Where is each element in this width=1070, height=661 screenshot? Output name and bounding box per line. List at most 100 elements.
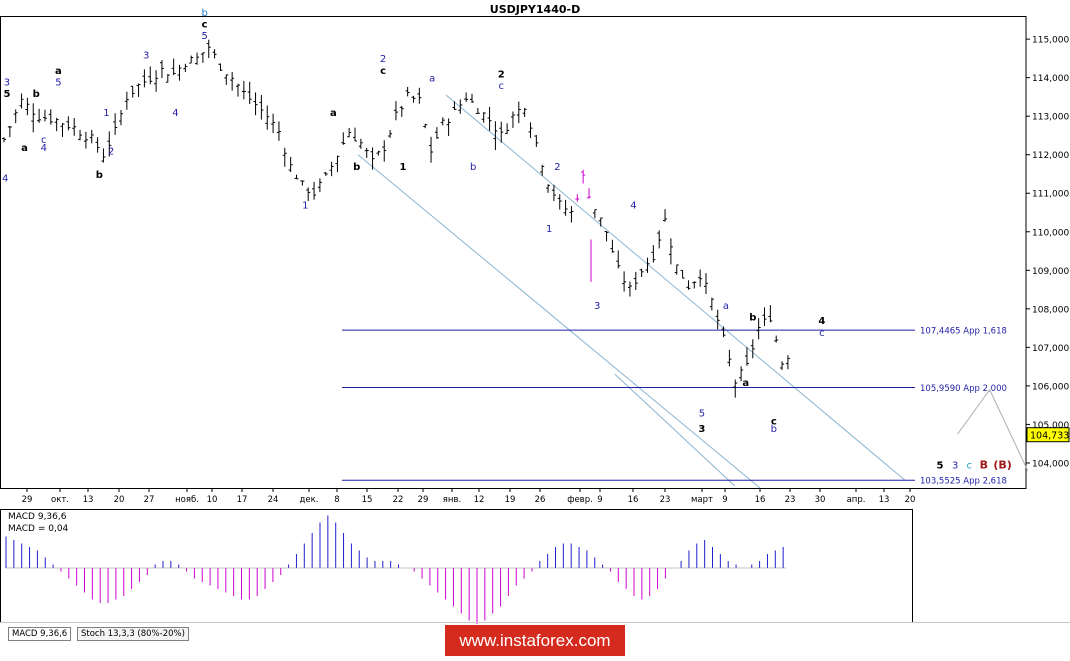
wave-label: c <box>771 416 777 427</box>
wave-label: c <box>967 461 973 472</box>
wave-label: a <box>742 378 749 389</box>
wave-label: c <box>380 66 386 77</box>
date-tick-label: 19 <box>505 495 516 505</box>
price-axis: 104,000 105,000 106,000 107,000 108,000 109,0… <box>1026 36 1069 469</box>
price-tick-label: 111,000 <box>1032 190 1069 200</box>
date-tick-label: апр. <box>847 495 866 505</box>
date-tick-label: янв. <box>443 495 461 505</box>
wave-label: 4 <box>41 143 47 154</box>
date-tick-label: февр. <box>567 495 593 505</box>
macd-value-label: MACD = 0,04 <box>8 524 69 534</box>
wave-label: c <box>499 81 505 92</box>
date-tick-label: 16 <box>755 495 766 505</box>
main-plot-frame <box>0 16 1027 489</box>
wave-label: b <box>771 424 777 435</box>
wave-label: 2 <box>554 162 560 173</box>
date-tick-label: 10 <box>207 495 218 505</box>
price-tick-label: 110,000 <box>1032 228 1069 238</box>
macd-params-label: MACD 9,36,6 <box>8 512 67 522</box>
wave-label: 1 <box>103 108 109 119</box>
wave-label: b <box>201 8 207 19</box>
date-tick-label: 12 <box>474 495 485 505</box>
date-tick-label: 15 <box>362 495 373 505</box>
wave-label: 5 <box>699 409 705 420</box>
price-tick-label: 106,000 <box>1032 382 1069 392</box>
date-tick-label: 17 <box>237 495 248 505</box>
date-tick-label: 29 <box>418 495 429 505</box>
date-tick-label: 24 <box>268 495 279 505</box>
wave-label: a <box>723 301 729 312</box>
channel-upper-line <box>445 94 906 481</box>
wave-label: 2 <box>498 70 505 81</box>
wave-label: 4 <box>818 316 825 327</box>
wave-label: c <box>819 328 825 339</box>
wave-label: 4 <box>2 174 8 185</box>
trend-channel <box>357 94 906 489</box>
date-tick-label: нояб. <box>175 495 199 505</box>
wave-label: b <box>96 170 103 181</box>
date-tick-label: 20 <box>114 495 125 505</box>
date-tick-label: 8 <box>334 495 339 505</box>
wave-label: b <box>749 312 756 323</box>
chart-title: USDJPY1440-D <box>490 3 580 16</box>
wave-label: 1 <box>399 162 406 173</box>
current-price-box <box>1026 427 1070 443</box>
wave-label: 3 <box>952 461 958 472</box>
date-tick-label: 13 <box>83 495 94 505</box>
wave-label: 3 <box>594 301 600 312</box>
date-tick-label: 27 <box>144 495 155 505</box>
fib-level-label: 105,9590 App 2,000 <box>920 384 1007 394</box>
date-tick-label: 20 <box>905 495 916 505</box>
price-tick-label: 108,000 <box>1032 305 1069 315</box>
price-bars <box>2 39 790 398</box>
wave-label: 2 <box>108 147 114 158</box>
wave-label: (B) <box>993 459 1011 472</box>
wave-label: b <box>33 89 40 100</box>
date-tick-label: 22 <box>393 495 404 505</box>
wave-label: 5 <box>201 31 207 42</box>
date-tick-label: 23 <box>660 495 671 505</box>
wave-label: b <box>470 162 476 173</box>
channel-inner-line <box>614 373 736 487</box>
macd-histogram <box>5 515 784 624</box>
wave-label: B <box>980 459 988 472</box>
price-tick-label: 115,000 <box>1032 36 1069 46</box>
wave-label: 2 <box>380 54 386 65</box>
wave-label: 4 <box>630 201 636 212</box>
tab-macd[interactable]: MACD 9,36,6 <box>8 627 72 641</box>
date-tick-label: 9 <box>597 495 602 505</box>
price-tick-label: 109,000 <box>1032 267 1069 277</box>
fib-level-label: 103,5525 App 2,618 <box>920 477 1007 487</box>
date-tick-label: 30 <box>815 495 826 505</box>
price-tick-label: 104,000 <box>1032 459 1069 469</box>
date-tick-label: 26 <box>535 495 546 505</box>
wave-label: c <box>41 135 47 146</box>
wave-label: a <box>429 74 435 85</box>
wave-label: 3 <box>4 77 10 88</box>
fib-levels: 107,4465 App 1,618 105,9590 App 2,000 103,… <box>342 327 1007 487</box>
date-tick-label: март <box>691 495 713 505</box>
wave-label: 3 <box>143 50 149 61</box>
channel-lower-line <box>357 154 761 489</box>
wave-label: 1 <box>546 224 552 235</box>
fib-level-label: 107,4465 App 1,618 <box>920 327 1007 337</box>
tab-stoch[interactable]: Stoch 13,3,3 (80%-20%) <box>77 627 189 641</box>
price-tick-label: 105,000 <box>1032 421 1069 431</box>
wave-label: c <box>202 20 208 31</box>
toolbar-separator <box>0 622 1070 623</box>
price-tick-label: 114,000 <box>1032 74 1069 84</box>
date-tick-label: 16 <box>628 495 639 505</box>
projection-path <box>957 388 1029 471</box>
wave-label: a <box>330 108 337 119</box>
price-tick-label: 112,000 <box>1032 151 1069 161</box>
wave-label: 5 <box>3 89 10 100</box>
wave-label: b <box>353 162 360 173</box>
date-tick-label: дек. <box>300 495 319 505</box>
wave-label: 5 <box>55 77 61 88</box>
date-tick-label: окт. <box>51 495 69 505</box>
wave-label: 4 <box>172 108 178 119</box>
wave-label: a <box>21 143 28 154</box>
